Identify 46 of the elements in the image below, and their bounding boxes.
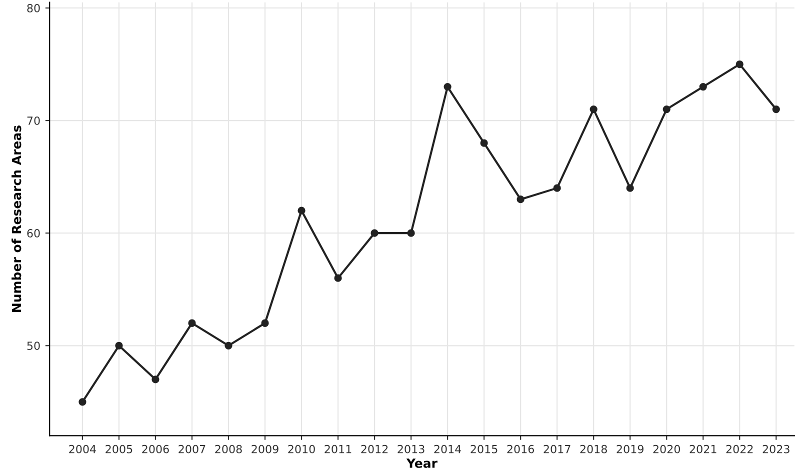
- x-tick-label: 2007: [178, 444, 206, 454]
- point: [115, 342, 123, 350]
- y-tick-label: 70: [27, 116, 40, 125]
- x-tick-label: 2022: [726, 444, 753, 454]
- point: [224, 342, 232, 350]
- point: [78, 398, 86, 406]
- point: [298, 206, 306, 214]
- x-tick-label: 2014: [434, 444, 462, 454]
- x-tick-label: 2019: [616, 444, 644, 454]
- x-tick-label: 2006: [142, 444, 169, 454]
- point: [407, 229, 415, 237]
- x-tick-label: 2017: [544, 444, 570, 454]
- point: [590, 105, 598, 114]
- x-axis-title: Year: [406, 458, 438, 468]
- x-tick-label: 2021: [690, 444, 716, 454]
- x-tick-label: 2018: [580, 444, 607, 454]
- point: [699, 82, 707, 91]
- x-tick-label: 2009: [252, 444, 278, 454]
- y-axis-title: Number of Research Areas: [12, 126, 22, 312]
- x-tick-label: 2005: [106, 444, 132, 454]
- point: [662, 105, 670, 114]
- y-tick-label: 50: [27, 342, 40, 350]
- point: [772, 105, 780, 114]
- point: [370, 229, 378, 237]
- x-tick-label: 2012: [361, 444, 388, 454]
- x-tick-label: 2010: [288, 444, 315, 454]
- x-tick-label: 2011: [324, 444, 352, 454]
- x-tick-label: 2008: [215, 444, 242, 454]
- x-tick-label: 2013: [398, 444, 424, 454]
- y-tick-label: 80: [27, 4, 40, 12]
- point: [516, 196, 524, 204]
- point: [152, 376, 160, 384]
- x-tick-label: 2004: [69, 444, 96, 454]
- point: [553, 184, 561, 192]
- x-tick-label: 2020: [653, 444, 680, 454]
- x-tick-label: 2015: [470, 444, 498, 454]
- point: [188, 319, 196, 327]
- y-tick-label: 60: [27, 229, 40, 238]
- point: [480, 139, 488, 147]
- point: [334, 274, 342, 282]
- x-tick-label: 2023: [762, 444, 790, 454]
- point: [736, 60, 744, 68]
- point: [444, 82, 452, 91]
- x-tick-label: 2016: [507, 444, 534, 454]
- point: [626, 184, 634, 192]
- point: [261, 319, 269, 327]
